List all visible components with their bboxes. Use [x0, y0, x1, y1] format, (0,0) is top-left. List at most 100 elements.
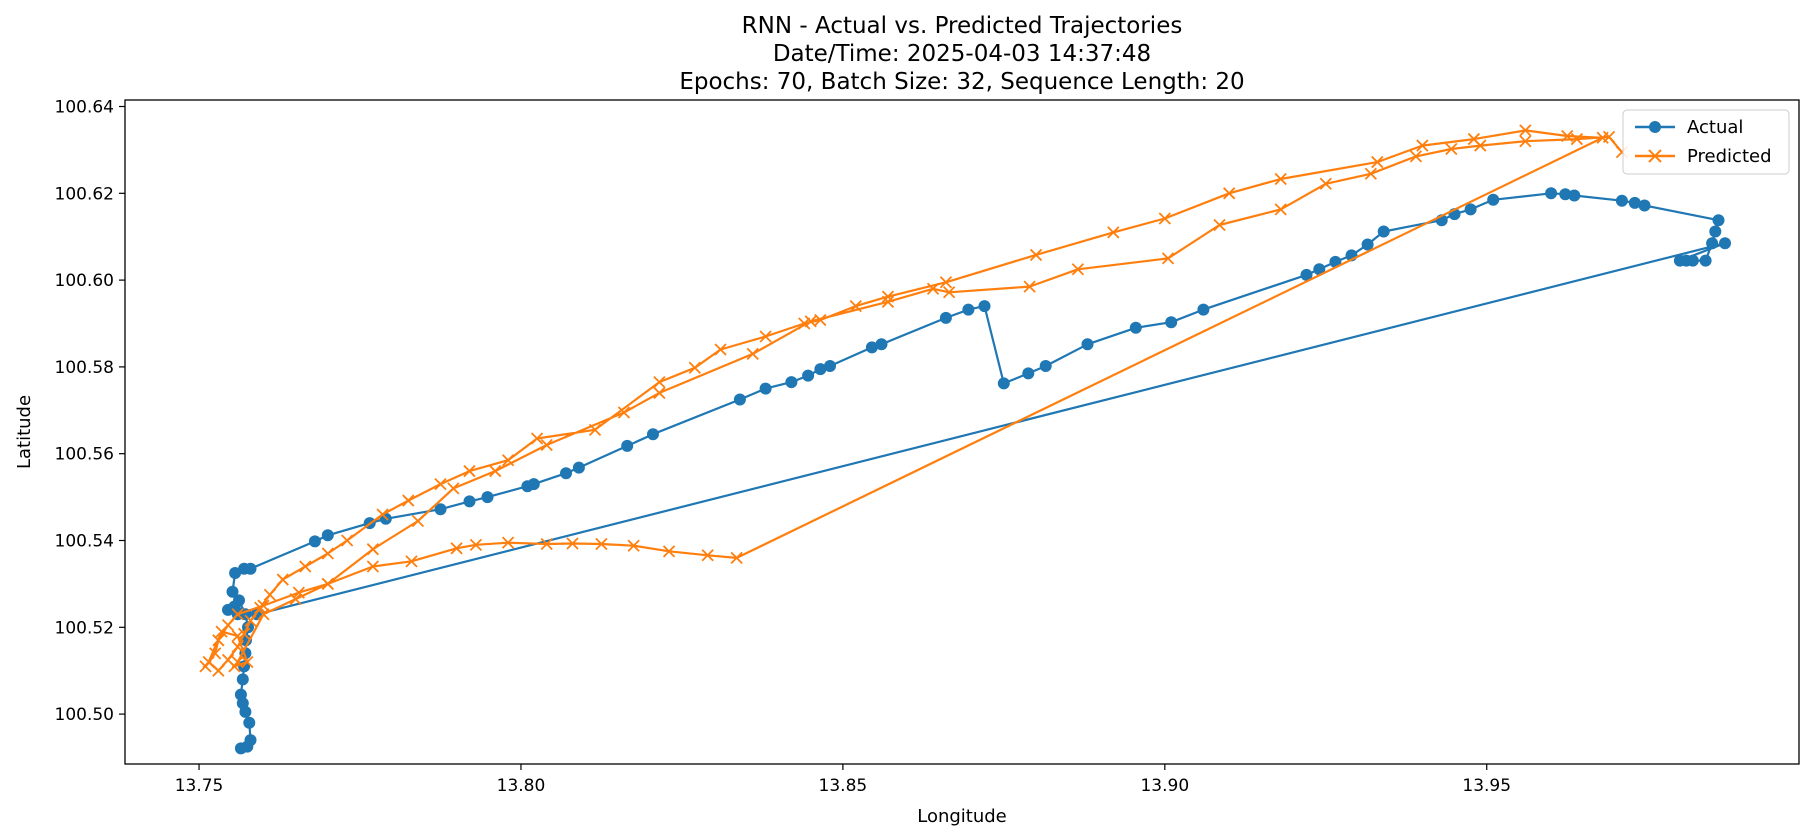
point-predicted-68 [411, 514, 425, 528]
point-predicted-50 [276, 573, 289, 586]
point-predicted-76 [881, 295, 895, 308]
x-axis-ticks: 13.75 13.80 13.85 13.90 13.95 [175, 764, 1511, 796]
series-actual [222, 187, 1731, 755]
point-predicted-70 [489, 464, 502, 478]
point-predicted-86 [1409, 150, 1423, 163]
y-tick-label-6: 100.62 [55, 184, 114, 204]
y-tick-label-2: 100.54 [55, 531, 114, 551]
point-actual-53 [1361, 238, 1374, 251]
point-predicted-33 [849, 300, 862, 313]
point-predicted-72 [617, 406, 631, 419]
point-actual-43 [1022, 367, 1035, 380]
point-actual-19 [321, 529, 334, 542]
point-predicted-28 [1158, 212, 1171, 225]
point-actual-22 [434, 503, 447, 516]
point-predicted-36 [759, 330, 772, 343]
point-predicted-90 [1570, 132, 1584, 146]
legend-predicted-marker [1648, 149, 1662, 163]
point-predicted-71 [540, 438, 553, 452]
point-actual-39 [939, 311, 952, 324]
point-predicted-57 [212, 664, 225, 677]
point-predicted-59 [215, 625, 228, 638]
legend: Actual Predicted [1622, 109, 1790, 175]
point-actual-59 [1545, 187, 1558, 200]
chart-title-line-3: Epochs: 70, Batch Size: 32, Sequence Len… [679, 69, 1244, 95]
legend-actual-label: Actual [1687, 117, 1743, 138]
point-actual-64 [1638, 199, 1651, 212]
point-actual-46 [1129, 321, 1142, 334]
y-tick-label-3: 100.56 [55, 445, 114, 465]
point-actual-67 [1706, 237, 1719, 250]
y-tick-label-7: 100.64 [55, 98, 114, 118]
point-predicted-22 [1519, 124, 1532, 137]
point-predicted-41 [530, 432, 544, 445]
point-actual-23 [463, 495, 476, 508]
point-predicted-80 [1071, 263, 1085, 276]
point-predicted-40 [588, 423, 602, 436]
point-actual-58 [1487, 193, 1500, 206]
point-predicted-91 [1602, 130, 1616, 144]
point-actual-7 [236, 673, 249, 686]
point-actual-49 [1300, 268, 1313, 281]
point-predicted-74 [746, 347, 759, 361]
point-predicted-44 [434, 477, 447, 491]
point-actual-68 [1699, 254, 1712, 267]
point-predicted-47 [340, 534, 354, 547]
point-actual-27 [560, 467, 572, 480]
point-predicted-10 [450, 542, 463, 555]
point-predicted-85 [1364, 167, 1377, 180]
point-predicted-15 [595, 537, 608, 551]
point-actual-54 [1377, 225, 1390, 238]
legend-actual-marker [1649, 121, 1661, 133]
point-actual-50 [1313, 263, 1326, 276]
point-actual-71 [1673, 254, 1686, 267]
point-predicted-77 [926, 282, 940, 295]
point-actual-18 [308, 535, 321, 548]
point-actual-6 [234, 688, 247, 701]
point-actual-14 [226, 585, 239, 598]
x-tick-label-3: 13.90 [1140, 776, 1189, 796]
point-actual-47 [1165, 316, 1178, 329]
point-predicted-30 [1029, 248, 1043, 262]
point-actual-66 [1709, 225, 1722, 238]
point-actual-30 [647, 428, 659, 441]
point-actual-15 [229, 567, 242, 579]
x-tick-label-0: 13.75 [175, 776, 224, 796]
point-predicted-49 [299, 560, 312, 573]
point-predicted-58 [202, 655, 215, 669]
point-predicted-43 [463, 464, 476, 478]
point-predicted-89 [1519, 135, 1532, 148]
point-predicted-14 [566, 537, 579, 550]
point-predicted-42 [501, 454, 515, 467]
point-predicted-69 [447, 482, 460, 495]
point-actual-41 [978, 300, 991, 313]
point-predicted-67 [366, 543, 380, 556]
y-tick-label-1: 100.52 [55, 618, 114, 638]
point-predicted-52 [254, 601, 267, 614]
point-predicted-35 [798, 317, 811, 330]
point-predicted-29 [1107, 226, 1120, 239]
point-predicted-9 [405, 555, 418, 568]
point-predicted-63 [231, 655, 244, 669]
point-predicted-65 [289, 592, 302, 606]
point-actual-72 [1719, 237, 1731, 250]
point-predicted-21 [1561, 129, 1574, 143]
point-actual-29 [621, 439, 634, 452]
point-predicted-73 [653, 386, 666, 400]
point-actual-34 [802, 369, 815, 382]
point-predicted-1 [209, 647, 222, 660]
point-actual-17 [244, 562, 257, 575]
point-actual-44 [1039, 360, 1052, 372]
chart-title-line-1: RNN - Actual vs. Predicted Trajectories [742, 13, 1183, 39]
point-predicted-78 [942, 286, 956, 299]
point-actual-65 [1712, 214, 1725, 227]
point-predicted-45 [402, 494, 415, 507]
point-predicted-32 [881, 290, 895, 303]
y-axis-label: Latitude [14, 395, 35, 469]
point-predicted-84 [1319, 177, 1332, 190]
point-predicted-25 [1371, 155, 1384, 169]
point-actual-35 [814, 363, 827, 376]
